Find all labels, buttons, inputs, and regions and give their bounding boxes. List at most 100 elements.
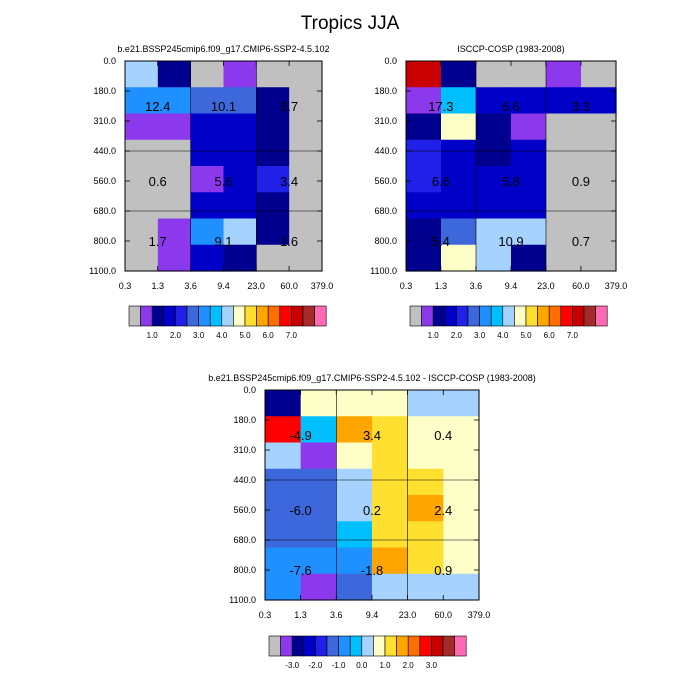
y-tick-label: 180.0 — [374, 86, 397, 96]
colorbar-swatch — [361, 635, 374, 657]
y-tick-label: 560.0 — [233, 505, 256, 515]
heatmap-cell — [476, 61, 512, 88]
colorbar-swatch — [396, 635, 409, 657]
cell-value-label: 17.3 — [428, 99, 453, 114]
colorbar-label: 2.0 — [403, 661, 415, 670]
colorbar-label: 2.0 — [451, 331, 463, 340]
heatmap-cell — [406, 113, 442, 141]
y-tick-label: 310.0 — [93, 116, 116, 126]
heatmap-cell — [546, 113, 582, 141]
colorbar-swatch — [409, 305, 422, 327]
heatmap-cell — [581, 113, 617, 141]
heatmap-cell — [265, 495, 302, 522]
heatmap-cell — [511, 218, 547, 246]
cell-value-label: 5.6 — [214, 174, 232, 189]
heatmap-cell — [406, 192, 442, 220]
cell-value-label: 10.9 — [498, 234, 523, 249]
colorbar-swatch — [209, 305, 223, 327]
x-tick-label: 9.4 — [505, 281, 518, 291]
x-tick-label: 1.3 — [294, 610, 307, 620]
heatmap-cell — [511, 192, 547, 220]
heatmap-cell — [265, 521, 302, 549]
heatmap-cell — [443, 521, 480, 549]
colorbar-swatch — [291, 305, 304, 327]
colorbar-swatch — [419, 635, 432, 657]
colorbar-swatch — [315, 635, 328, 657]
panel-title: b.e21.BSSP245cmip6.f09_g17.CMIP6-SSP2-4.… — [208, 373, 536, 383]
x-tick-label: 23.0 — [399, 610, 417, 620]
colorbar-label: -1.0 — [332, 661, 346, 670]
x-tick-label: 60.0 — [572, 281, 590, 291]
x-tick-label: 1.3 — [151, 281, 164, 291]
heatmap-cell — [511, 61, 547, 88]
heatmap-cell — [190, 166, 225, 193]
colorbar-label: 3.0 — [426, 661, 438, 670]
heatmap-cell — [223, 113, 257, 141]
figure-title: Tropics JJA — [301, 13, 400, 34]
y-tick-label: 440.0 — [233, 475, 256, 485]
colorbar-label: 6.0 — [263, 331, 275, 340]
heatmap-cell — [190, 218, 225, 246]
y-tick-label: 180.0 — [93, 86, 116, 96]
heatmap-cell — [157, 192, 192, 220]
heatmap-cell — [372, 547, 409, 575]
heatmap-cell — [256, 139, 290, 167]
heatmap-cell — [511, 113, 547, 141]
colorbar-swatch — [454, 635, 467, 657]
colorbar-swatch — [595, 305, 608, 327]
y-tick-label: 0.0 — [103, 56, 116, 66]
heatmap-cell — [441, 218, 477, 246]
heatmap-cell — [581, 218, 617, 246]
panel-title: b.e21.BSSP245cmip6.f09_g17.CMIP6-SSP2-4.… — [117, 44, 329, 54]
cell-value-label: -6.0 — [289, 503, 311, 518]
heatmap-cell — [581, 192, 617, 220]
y-tick-label: 800.0 — [93, 236, 116, 246]
y-tick-label: 310.0 — [233, 445, 256, 455]
heatmap-cell — [441, 192, 477, 220]
cell-value-label: -7.6 — [289, 563, 311, 578]
heatmap-cell — [265, 468, 302, 496]
heatmap-cell — [443, 390, 480, 417]
heatmap-cell — [256, 113, 290, 141]
heatmap-cell — [407, 390, 444, 417]
heatmap-cell — [372, 521, 409, 549]
heatmap-cell — [157, 166, 192, 193]
heatmap-cell — [336, 495, 373, 522]
cell-value-label: 0.9 — [434, 563, 452, 578]
colorbar-swatch — [525, 305, 538, 327]
heatmap-cell — [190, 244, 225, 272]
heatmap-cell — [546, 87, 582, 115]
heatmap-cell — [256, 166, 290, 193]
heatmap-cell — [300, 495, 337, 522]
colorbar-swatch — [279, 305, 292, 327]
y-tick-label: 680.0 — [233, 535, 256, 545]
heatmap-cell — [511, 244, 547, 272]
colorbar-swatch — [560, 305, 573, 327]
heatmap-panel-3: b.e21.BSSP245cmip6.f09_g17.CMIP6-SSP2-4.… — [208, 373, 536, 620]
colorbar-swatch — [431, 635, 444, 657]
y-tick-label: 1100.0 — [89, 266, 116, 276]
colorbar-label: 3.0 — [193, 331, 205, 340]
heatmap-cell — [581, 87, 617, 115]
heatmap-cell — [289, 113, 323, 141]
colorbar-label: 6.0 — [544, 331, 556, 340]
heatmap-cell — [289, 166, 323, 193]
heatmap-cell — [581, 61, 617, 88]
colorbar-swatch — [244, 305, 257, 327]
heatmap-cell — [125, 218, 159, 246]
heatmap-cell — [443, 547, 480, 575]
heatmap-cell — [223, 218, 257, 246]
heatmap-cell — [125, 244, 159, 272]
colorbar-swatch — [291, 635, 305, 657]
heatmap-cell — [190, 192, 225, 220]
heatmap-cell — [406, 87, 442, 115]
cell-value-label: 12.4 — [145, 99, 170, 114]
heatmap-cell — [125, 192, 159, 220]
x-tick-label: 0.3 — [400, 281, 413, 291]
colorbar-swatch — [456, 305, 469, 327]
colorbar-label: 4.0 — [216, 331, 228, 340]
heatmap-cell — [256, 61, 290, 88]
cell-value-label: 0.7 — [572, 234, 590, 249]
cell-value-label: 3.4 — [363, 428, 381, 443]
heatmap-cell — [289, 244, 323, 272]
